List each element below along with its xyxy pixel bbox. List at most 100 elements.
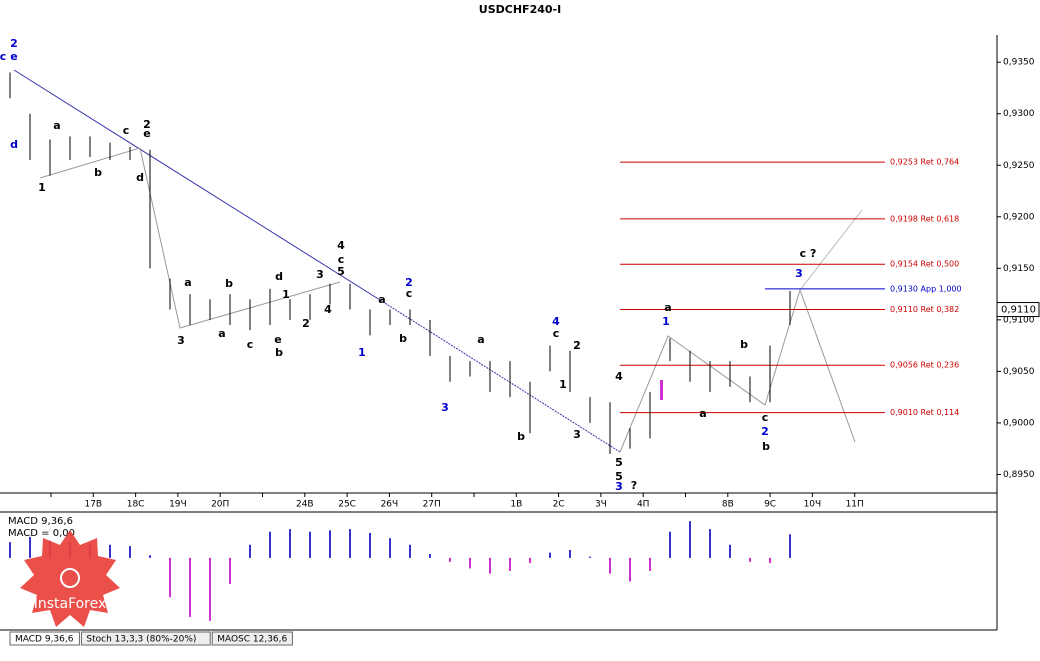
macd-bar [469, 557, 471, 569]
y-tick-label: 0,9350 [1003, 58, 1035, 68]
logo-burst [20, 530, 120, 627]
level-label: 0,9110 Ret 0,382 [890, 305, 959, 314]
macd-bar [309, 531, 311, 558]
macd-bar [29, 536, 31, 558]
macd-bar [189, 557, 191, 617]
wave-label: c [762, 411, 769, 424]
wave-label: d [136, 171, 144, 184]
macd-bar [569, 550, 571, 558]
macd-bar [429, 553, 431, 558]
x-tick-label: 17В [84, 500, 102, 510]
chart-title: USDCHF240-I [479, 3, 561, 16]
macd-bar [529, 557, 531, 564]
x-tick-label: 19Ч [169, 500, 187, 510]
macd-title: MACD 9,36,6 [8, 516, 73, 527]
wave-label: e [274, 333, 281, 346]
wave-line [619, 288, 856, 453]
x-tick-label: 24В [296, 500, 314, 510]
wave-label: 4 [615, 370, 623, 383]
wave-label: d [275, 270, 283, 283]
wave-label: 4 [337, 239, 345, 252]
tab-label[interactable]: MACD 9,36,6 [15, 635, 74, 645]
wave-label: a [184, 276, 191, 289]
x-tick-label: 11П [846, 500, 864, 510]
level-label: 0,9154 Ret 0,500 [890, 260, 959, 269]
wave-label: c [406, 287, 413, 300]
wave-label: a [699, 407, 706, 420]
wave-label: 2 [761, 425, 769, 438]
wave-label: c ? [800, 247, 817, 260]
macd-bar [169, 557, 171, 598]
watermark: InstaForex [20, 530, 120, 627]
wave-label: b [275, 346, 283, 359]
macd-bar [329, 530, 331, 558]
tab-label[interactable]: Stoch 13,3,3 (80%-20%) [86, 635, 196, 645]
x-tick-label: 4П [637, 500, 650, 510]
x-tick-label: 8В [722, 500, 734, 510]
y-tick-label: 0,9100 [1003, 315, 1035, 325]
price-marker-label: 0,9110 [1001, 305, 1036, 316]
x-tick-label: 25С [338, 500, 356, 510]
x-tick-label: 9С [764, 500, 776, 510]
wave-label: 3 [316, 268, 324, 281]
macd-bar [9, 542, 11, 558]
wave-label: 3 [573, 428, 581, 441]
x-tick-label: 1В [510, 500, 522, 510]
macd-bar [769, 557, 771, 564]
wave-label: d [10, 138, 18, 151]
x-tick-label: 3Ч [595, 500, 607, 510]
wave-label: 4 [324, 303, 332, 316]
x-tick-label: 20П [211, 500, 229, 510]
level-label: 0,9198 Ret 0,618 [890, 214, 959, 223]
macd-bar [589, 556, 591, 558]
macd-bar [149, 555, 151, 558]
wave-label: 3 [441, 401, 449, 414]
wave-label: ? [631, 479, 637, 492]
wave-label: 3 [795, 267, 803, 280]
level-label: 0,9130 App 1,000 [890, 284, 962, 293]
wave-label: c [553, 327, 560, 340]
y-tick-label: 0,9200 [1003, 212, 1035, 222]
macd-bar [229, 557, 231, 585]
macd-bar [549, 552, 551, 558]
wave-label: b [762, 440, 770, 453]
macd-bar [369, 532, 371, 558]
highlight-bar [660, 380, 663, 400]
wave-label: c [0, 50, 6, 63]
wave-label: 4 [552, 315, 560, 328]
macd-bar [669, 531, 671, 558]
wave-line [39, 147, 341, 329]
x-tick-label: 27П [423, 500, 441, 510]
macd-bar [689, 521, 691, 558]
wave-label: a [664, 301, 671, 314]
level-label: 0,9010 Ret 0,114 [890, 408, 959, 417]
wave-label: a [477, 333, 484, 346]
macd-bar [609, 557, 611, 574]
y-tick-label: 0,9300 [1003, 109, 1035, 119]
macd-bar [249, 544, 251, 558]
wave-label: 1 [662, 315, 670, 328]
macd-bar [289, 529, 291, 558]
wave-label: a [218, 327, 225, 340]
x-tick-label: 2С [553, 500, 565, 510]
macd-bar [649, 557, 651, 571]
macd-bar [729, 544, 731, 558]
wave-label: 3 [177, 334, 185, 347]
macd-bar [709, 529, 711, 558]
x-tick-label: 26Ч [381, 500, 399, 510]
tab-label[interactable]: MAOSC 12,36,6 [217, 635, 287, 645]
macd-bar [409, 544, 411, 558]
macd-bar [509, 557, 511, 571]
y-tick-label: 0,9250 [1003, 161, 1035, 171]
y-tick-label: 0,9150 [1003, 264, 1035, 274]
y-tick-label: 0,8950 [1003, 470, 1035, 480]
y-tick-label: 0,9050 [1003, 367, 1035, 377]
wave-label: e [10, 50, 17, 63]
wave-label: 5 [615, 456, 623, 469]
wave-label: 1 [358, 346, 366, 359]
tab [9, 631, 80, 646]
wave-label: c [123, 124, 130, 137]
wave-label: 2 [302, 317, 310, 330]
